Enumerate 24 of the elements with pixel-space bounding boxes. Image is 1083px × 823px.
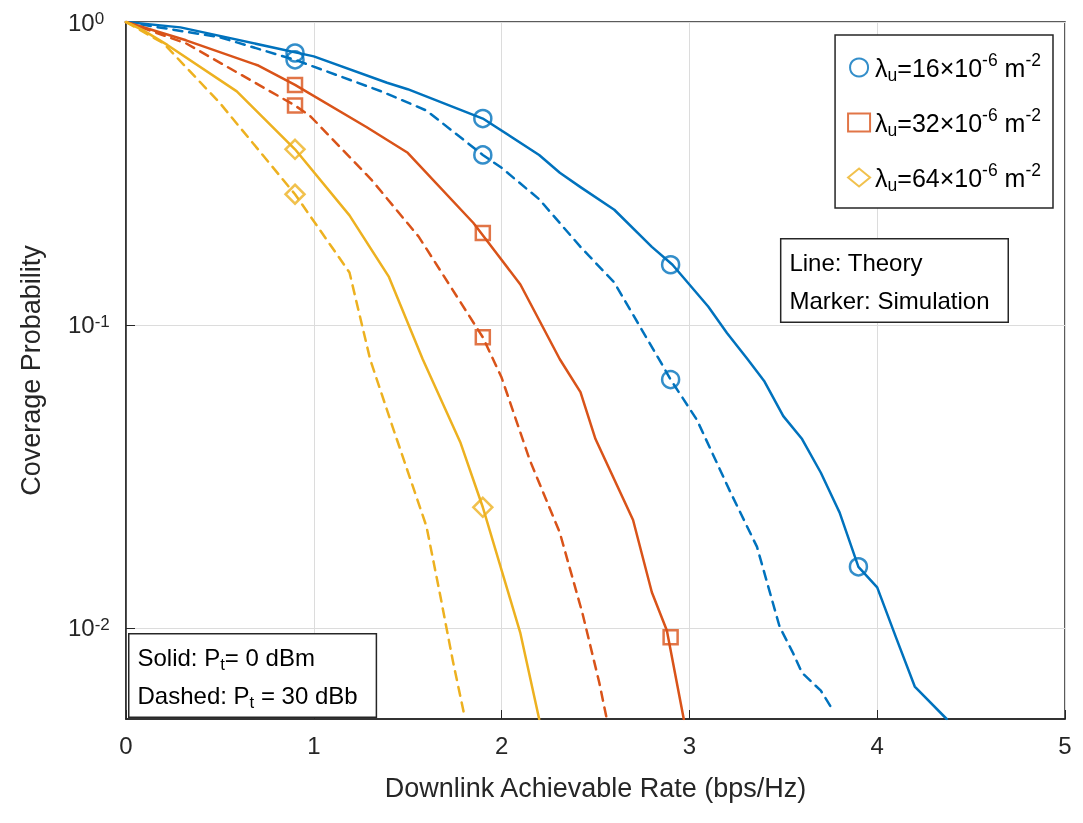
point	[285, 50, 305, 70]
point	[660, 369, 681, 390]
x-tick-label: 5	[1058, 731, 1072, 759]
x-tick-label: 3	[682, 731, 697, 759]
y-axis-title: Coverage Probability	[15, 244, 46, 496]
x-tick-label: 2	[494, 731, 509, 759]
point	[660, 254, 681, 275]
point	[474, 224, 492, 242]
x-tick-label: 0	[119, 731, 133, 759]
annotation: Line: Theory Marker: Simulation	[789, 249, 990, 314]
point	[286, 97, 304, 114]
point	[285, 43, 305, 63]
x-axis-title: Downlink Achievable Rate (bps/Hz)	[384, 772, 807, 803]
point	[472, 496, 494, 519]
x-tick-label: 1	[307, 731, 321, 759]
point	[662, 629, 679, 646]
point	[284, 138, 306, 161]
point	[848, 557, 869, 577]
point	[284, 183, 306, 205]
point	[473, 145, 493, 165]
point	[474, 329, 492, 346]
point	[473, 108, 493, 129]
point	[286, 76, 304, 94]
x-tick-label: 4	[870, 731, 884, 759]
